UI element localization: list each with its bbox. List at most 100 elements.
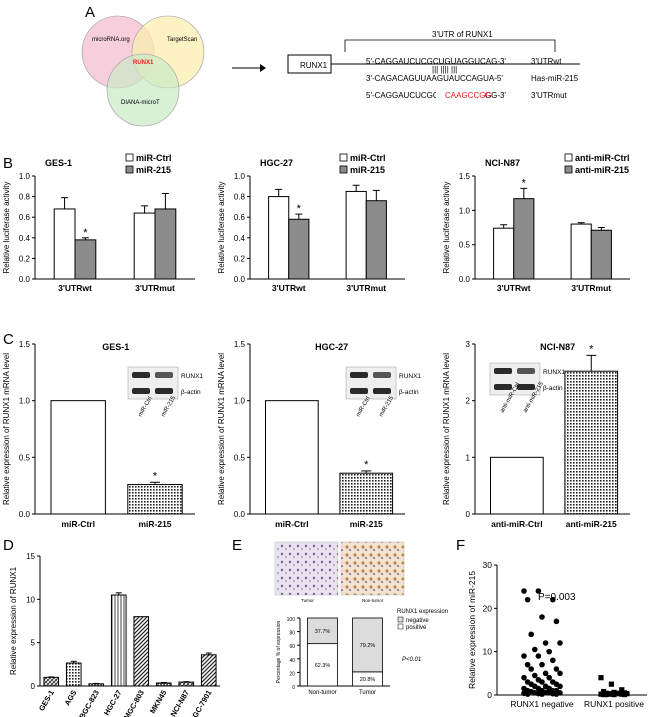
x-tick-label: RUNX1 negative (510, 699, 574, 709)
y-tick-label: 0.4 (19, 234, 31, 243)
blot-band (155, 372, 173, 378)
chart-title: GES-1 (102, 342, 129, 352)
bar (74, 239, 97, 280)
stacked-bar-segment (352, 617, 383, 673)
y-tick-label: 40 (289, 658, 295, 664)
bar (268, 196, 290, 280)
segment-label: 79.2% (360, 643, 376, 649)
y-tick-label: 100 (287, 617, 296, 623)
y-tick-label: 0.8 (19, 193, 31, 202)
venn-circle-diana (106, 53, 180, 127)
seq-mut-highlight: CAAGCCGG (445, 91, 492, 100)
x-tick-label: 3'UTRmut (135, 283, 175, 293)
x-tick-label: AGS (63, 689, 79, 708)
y-tick-label: 1 (466, 453, 471, 462)
chart-title: NCI-N87 (485, 158, 520, 168)
segment-label: 20.8% (360, 677, 376, 683)
y-tick-label: 10 (26, 595, 35, 604)
bar (154, 208, 177, 280)
bar (570, 223, 592, 280)
y-tick-label: 0.2 (19, 254, 31, 263)
chart-c-ges1: 0.0 0.5 1.0 1.5 Relative expression of RUNX1… (2, 340, 203, 529)
seq-wt-label: 3'UTRwt (531, 57, 562, 66)
x-tick-label: 3'UTRwt (272, 283, 306, 293)
scatter-point (532, 672, 538, 679)
panel-letter-f: F (456, 537, 465, 554)
seq-mut-label: 3'UTRmut (531, 91, 568, 100)
blot-lane-label: miR-Ctrl (138, 396, 154, 418)
y-tick-label: 1.0 (234, 172, 246, 181)
y-tick-label: 0.0 (234, 275, 246, 284)
scatter-point (553, 666, 560, 672)
x-tick-label: MKN45 (148, 689, 169, 716)
panel-letter-d: D (3, 537, 14, 554)
y-tick-label: 0.8 (234, 193, 246, 202)
blot-label: β-actin (543, 385, 563, 392)
y-tick-label: 20 (289, 671, 295, 677)
scatter-point (528, 666, 534, 672)
f-pvalue: P=0.003 (538, 592, 576, 603)
mut-mask (436, 91, 484, 100)
y-tick-label: 0 (31, 682, 36, 691)
significance-star: * (83, 227, 88, 239)
panel-letter-c: C (3, 331, 14, 348)
chart-b-ncin87: 0.0 0.5 1.0 1.5 Relative luciferase activity… (442, 153, 630, 293)
legend-label: anti-miR-215 (575, 165, 629, 175)
segment-label: 62.3% (315, 663, 331, 669)
bar (288, 218, 310, 280)
y-tick-label: 20 (483, 603, 493, 613)
legend-swatch (564, 153, 573, 162)
chart-title: HGC-27 (315, 342, 348, 352)
bar (65, 662, 82, 687)
stacked-bar-segment (307, 617, 338, 645)
x-tick-label: anti-miR-Ctrl (491, 519, 542, 529)
scatter-point (528, 631, 534, 638)
blot-band (494, 384, 512, 390)
bar (564, 370, 619, 515)
bar (53, 208, 76, 280)
y-tick-label: 0.6 (19, 213, 31, 222)
y-tick-label: 0.0 (459, 275, 471, 284)
venn-diagram: microRNA.org TargetScan DIANA-microT RUN… (81, 15, 205, 127)
chart-b-hgc27: 0.0 0.2 0.4 0.6 0.8 1.0 Relative luciferase ac… (217, 153, 405, 293)
seq-mir: 3'-CAGACAGUUAAGUAUCCAGUA-5' (366, 74, 503, 83)
seq-wt: 5'-CAGGAUCUCGCUGUAGGUCAG-3' (366, 57, 506, 66)
blot-band (517, 368, 535, 374)
blot-band (155, 388, 173, 394)
y-tick-label: 0.2 (234, 254, 246, 263)
y-axis-label: Relative expression of RUNX1 mRNA level (2, 353, 11, 505)
chart-f-scatter: 0 10 20 30 Relative expression of miR-215 RUN… (467, 560, 647, 709)
e-legend-positive: positive (406, 625, 427, 631)
utr-bracket (344, 39, 556, 52)
venn-label-microrna: microRNA.org (92, 37, 130, 43)
y-tick-label: 15 (26, 552, 35, 561)
bar (493, 227, 515, 280)
x-tick-label: anti-miR-215 (566, 519, 617, 529)
x-tick-label: 3'UTRwt (58, 283, 92, 293)
bar (345, 190, 367, 280)
venn-label-diana: DIANA-microT (121, 100, 160, 106)
x-tick-label: Non-tumor (308, 690, 336, 696)
y-tick-label: 0.5 (234, 453, 246, 462)
scatter-point (550, 657, 556, 664)
scatter-point (539, 661, 545, 668)
legend-label: miR-Ctrl (350, 153, 386, 163)
x-tick-label: miR-Ctrl (275, 519, 309, 529)
ihc-caption-nontumor: Non-tumor (362, 598, 384, 603)
scatter-point (539, 679, 545, 685)
y-tick-label: 2 (466, 397, 471, 406)
bar (88, 683, 105, 687)
panel-letter-a: A (85, 4, 95, 21)
blot-lane-label: miR-Ctrl (356, 396, 372, 418)
ihc-images: Tumor Non-tumor (274, 541, 405, 603)
legend-label: miR-Ctrl (136, 153, 172, 163)
scatter-point (557, 683, 563, 690)
bar (513, 198, 535, 280)
y-tick-label: 1.5 (234, 340, 246, 349)
bar (133, 212, 156, 280)
blot-label: RUNX1 (399, 373, 421, 380)
ihc-image-nontumor (340, 541, 405, 596)
scatter-point (539, 614, 545, 620)
y-tick-label: 80 (289, 631, 295, 637)
